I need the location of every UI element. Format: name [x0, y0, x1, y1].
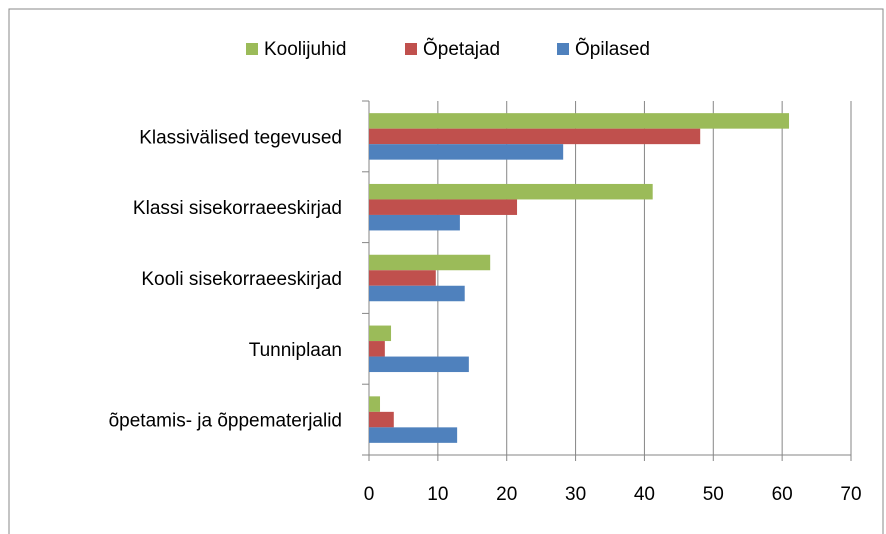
bar — [369, 270, 436, 286]
bar — [369, 285, 465, 302]
x-tick-label: 30 — [565, 484, 586, 505]
y-tick-label: Klassivälised tegevused — [139, 127, 342, 148]
bar — [369, 199, 518, 215]
legend-label: Õpilased — [575, 38, 650, 60]
y-tick-label: Tunniplaan — [249, 340, 342, 361]
bar — [369, 427, 458, 443]
bar — [369, 254, 491, 271]
legend-swatch — [557, 43, 569, 55]
x-tick-label: 50 — [703, 484, 724, 505]
x-tick-label: 70 — [840, 484, 861, 505]
legend-label: Koolijuhid — [264, 39, 346, 60]
chart-border — [8, 8, 884, 534]
bar — [369, 396, 381, 412]
x-tick-label: 40 — [634, 484, 655, 505]
bar — [369, 128, 701, 145]
y-tick-label: Kooli sisekorraeeskirjad — [141, 269, 342, 290]
bar — [369, 144, 564, 160]
bar — [369, 411, 394, 428]
x-tick-label: 10 — [427, 484, 448, 505]
bar — [369, 325, 392, 342]
legend-label: Õpetajad — [423, 38, 500, 60]
x-tick-label: 20 — [496, 484, 517, 505]
x-tick-label: 60 — [772, 484, 793, 505]
x-tick-label: 0 — [364, 484, 375, 505]
legend-swatch — [405, 43, 417, 55]
legend-swatch — [246, 43, 258, 55]
bar — [369, 356, 469, 373]
bar — [369, 214, 460, 231]
bar — [369, 183, 653, 200]
y-tick-label: Klassi sisekorraeeskirjad — [133, 198, 342, 219]
bar — [369, 341, 385, 357]
bar — [369, 113, 790, 129]
y-tick-label: õpetamis- ja õppematerjalid — [109, 411, 342, 432]
